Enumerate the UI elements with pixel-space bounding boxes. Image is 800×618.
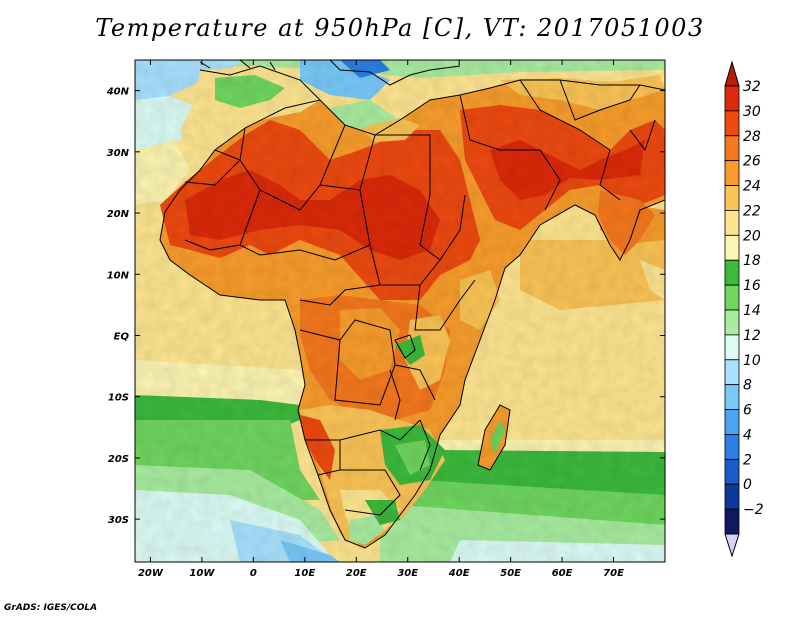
colorbar-label: 12 — [743, 328, 761, 344]
colorbar-label: 14 — [743, 303, 761, 319]
colorbar-swatch — [724, 483, 740, 510]
lon-tick-label: 0 — [250, 568, 257, 579]
lon-tick-label: 20W — [138, 568, 164, 579]
colorbar-label: 10 — [743, 353, 761, 369]
lat-tick-label: 20S — [108, 454, 129, 465]
plot-frame — [134, 59, 666, 563]
lon-tick-label: 70E — [603, 568, 624, 579]
temperature-field — [135, 60, 665, 562]
colorbar-swatch — [724, 309, 740, 336]
colorbar-label: 20 — [743, 228, 761, 244]
colorbar-label: −2 — [743, 502, 764, 518]
colorbar-label: 28 — [743, 129, 761, 145]
lat-tick-label: 40N — [106, 87, 130, 98]
colorbar-swatch — [724, 359, 740, 386]
lat-tick-label: 30N — [107, 148, 130, 159]
longitude-ticks: 20W 10W 0 10E 20E 30E 40E 50E 60E 70E — [138, 60, 624, 579]
colorbar-swatch — [724, 185, 740, 211]
colorbar-swatch — [724, 434, 740, 460]
country-borders — [159, 60, 665, 549]
colorbar-label: 8 — [743, 378, 752, 394]
colorbar-label: 4 — [743, 427, 752, 443]
lat-tick-label: 10S — [108, 393, 129, 404]
colorbar-swatch — [724, 409, 740, 435]
lon-tick-label: 10W — [189, 568, 215, 579]
colorbar-label: 6 — [743, 403, 752, 419]
colorbar-swatch — [724, 259, 740, 286]
lat-tick-label: 20N — [107, 209, 130, 220]
lat-tick-label: 10N — [107, 270, 130, 281]
latitude-ticks: 40N 30N 20N 10N EQ 10S 20S 30S — [106, 87, 665, 526]
colorbar-swatch — [724, 508, 740, 535]
colorbar-label: 30 — [743, 104, 761, 120]
colorbar-swatch — [724, 384, 740, 410]
lon-tick-label: 50E — [500, 568, 521, 579]
credit-text: GrADS: IGES/COLA — [4, 603, 98, 613]
colorbar-swatch — [724, 458, 740, 485]
colorbar-swatch — [724, 85, 740, 112]
colorbar-swatch — [724, 210, 740, 236]
lon-tick-label: 40E — [448, 568, 470, 579]
colorbar-label: 18 — [743, 253, 761, 269]
colorbar-label: 0 — [743, 477, 752, 493]
colorbar-label: 24 — [743, 179, 761, 195]
lon-tick-label: 30E — [397, 568, 418, 579]
lon-tick-label: 20E — [346, 568, 367, 579]
lon-tick-label: 60E — [552, 568, 573, 579]
colorbar-label: 26 — [743, 154, 761, 170]
lon-tick-label: 10E — [294, 568, 315, 579]
lat-tick-label: EQ — [114, 331, 130, 342]
colorbar-label: 16 — [743, 278, 761, 294]
colorbar-label: 2 — [743, 452, 752, 468]
colorbar-swatch — [724, 284, 740, 311]
colorbar-label: 32 — [743, 79, 761, 95]
colorbar-swatch — [724, 334, 740, 361]
colorbar-swatch — [724, 160, 740, 186]
colorbar-max-triangle — [724, 60, 740, 87]
colorbar-min-triangle — [724, 533, 740, 558]
colorbar-swatch — [724, 110, 740, 137]
lat-tick-label: 30S — [108, 515, 129, 526]
chart-title: Temperature at 950hPa [C], VT: 201705100… — [95, 14, 705, 42]
colorbar-label: 22 — [743, 203, 761, 219]
colorbar-swatch — [724, 234, 740, 261]
colorbar-swatch — [724, 135, 740, 162]
